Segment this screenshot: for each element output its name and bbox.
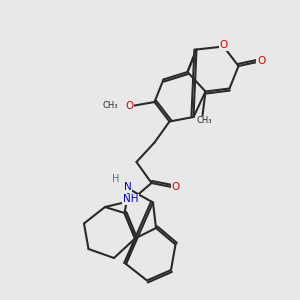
Text: O: O (125, 100, 133, 111)
Text: H: H (112, 173, 119, 184)
Text: CH₃: CH₃ (196, 116, 212, 125)
Text: O: O (219, 40, 228, 50)
Text: O: O (257, 56, 265, 67)
Text: CH₃: CH₃ (103, 101, 118, 110)
Text: N: N (124, 182, 131, 193)
Text: O: O (171, 182, 180, 192)
Text: NH: NH (123, 194, 138, 205)
